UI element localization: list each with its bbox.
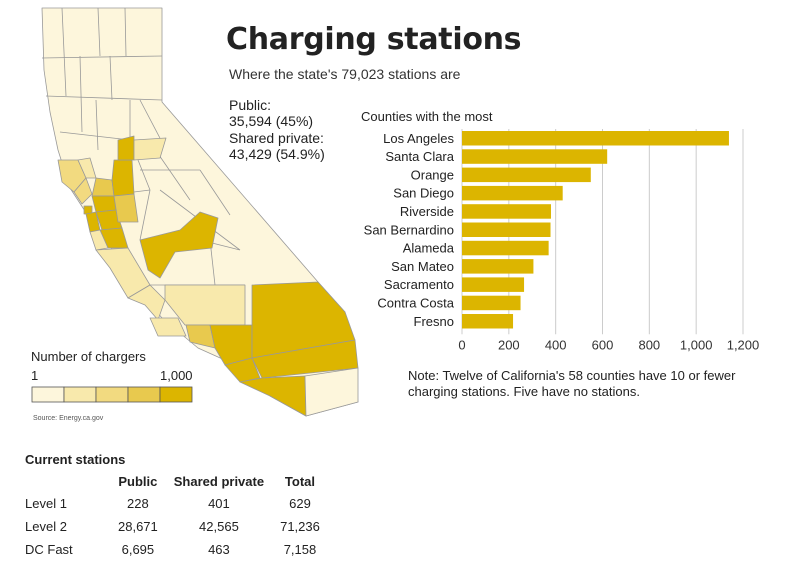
table-header-row: Public Shared private Total	[22, 470, 328, 492]
bar-chart-title: Counties with the most	[361, 109, 493, 124]
x-tick-label: 200	[498, 337, 520, 352]
stations-table: Public Shared private Total Level 1 228 …	[22, 470, 328, 561]
category-label: Contra Costa	[377, 295, 454, 310]
x-tick-label: 1,000	[680, 337, 713, 352]
shared-private-label: Shared private:	[229, 130, 324, 146]
category-label: San Mateo	[391, 259, 454, 274]
table-title: Current stations	[25, 452, 126, 467]
category-label: San Bernardino	[364, 222, 454, 237]
county-eldorado	[133, 137, 167, 161]
bar	[462, 295, 521, 311]
county-placer	[117, 135, 135, 161]
row-label: Level 1	[25, 496, 67, 511]
legend-max-label: 1,000	[160, 368, 193, 383]
category-label: Santa Clara	[385, 149, 454, 164]
x-tick-label: 1,200	[727, 337, 760, 352]
category-label: Orange	[411, 167, 454, 182]
table-row: Level 2 28,671 42,565 71,236	[22, 515, 328, 538]
legend-title: Number of chargers	[31, 349, 146, 364]
legend-swatch	[63, 386, 97, 403]
cell-public: 6,695	[121, 542, 155, 557]
bar	[462, 277, 525, 292]
california-county-map	[41, 7, 359, 417]
category-label: San Diego	[393, 186, 454, 201]
county-sanluisobispo	[127, 284, 166, 321]
county-sacramento	[111, 159, 135, 197]
bar	[462, 240, 549, 256]
county-sandiego	[239, 375, 307, 417]
county-sanjoaquin	[113, 193, 139, 223]
chart-subtitle: Where the state's 79,023 stations are	[229, 66, 461, 82]
legend-swatch	[159, 386, 193, 403]
county-fresno	[139, 211, 219, 279]
table-header-blank	[22, 470, 110, 492]
table-row: DC Fast 6,695 463 7,158	[22, 538, 328, 561]
legend-swatch	[31, 386, 65, 403]
bar	[462, 259, 534, 274]
source-note: Source: Energy.ca.gov	[33, 415, 104, 422]
county-losangeles	[209, 324, 253, 366]
cell-shared-private: 463	[208, 542, 230, 557]
x-tick-label: 0	[458, 337, 465, 352]
legend-swatch	[95, 386, 129, 403]
row-label: DC Fast	[25, 542, 73, 557]
table-header-total: Total	[284, 473, 316, 489]
cell-total: 7,158	[283, 542, 317, 557]
legend-swatch	[127, 386, 161, 403]
category-label: Sacramento	[384, 277, 454, 292]
legend-color-scale	[31, 386, 193, 403]
county-santacruz	[89, 229, 109, 251]
chart-title: Charging stations	[226, 22, 522, 57]
table-row: Level 1 228 401 629	[22, 492, 328, 515]
county-imperial	[304, 367, 359, 417]
cell-public: 28,671	[118, 519, 158, 534]
category-label: Alameda	[403, 241, 455, 256]
x-tick-label: 600	[592, 337, 614, 352]
footnote: Note: Twelve of California's 58 counties…	[408, 368, 736, 399]
category-label: Los Angeles	[383, 131, 454, 146]
category-label: Riverside	[400, 204, 454, 219]
county-marin	[73, 177, 93, 205]
county-sanbernardino	[251, 281, 356, 359]
bar	[462, 131, 729, 146]
cell-total: 629	[289, 496, 311, 511]
bar	[462, 314, 514, 329]
category-label: Fresno	[414, 314, 454, 329]
shared-private-value: 43,429 (54.9%)	[229, 146, 325, 162]
public-value: 35,594 (45%)	[229, 113, 314, 129]
county-borders-north	[41, 7, 163, 151]
cell-shared-private: 42,565	[199, 519, 239, 534]
cell-total: 71,236	[280, 519, 320, 534]
bar-chart: Counties with the most Los Angeles Santa …	[361, 109, 760, 352]
table-header-public: Public	[118, 473, 158, 489]
cell-shared-private: 401	[208, 496, 230, 511]
row-label: Level 2	[25, 519, 67, 534]
x-tick-label: 800	[638, 337, 660, 352]
county-santabarbara	[149, 317, 187, 337]
bar	[462, 185, 563, 201]
county-solano	[91, 177, 115, 197]
county-contra-costa	[91, 195, 117, 213]
bar	[462, 204, 551, 219]
x-tick-label: 400	[545, 337, 567, 352]
legend-min-label: 1	[31, 368, 39, 383]
table-header-shared-private: Shared private	[173, 473, 265, 489]
cell-public: 228	[127, 496, 149, 511]
bar	[462, 167, 591, 183]
bar	[462, 149, 608, 164]
bar	[462, 222, 551, 237]
public-label: Public:	[229, 97, 272, 113]
